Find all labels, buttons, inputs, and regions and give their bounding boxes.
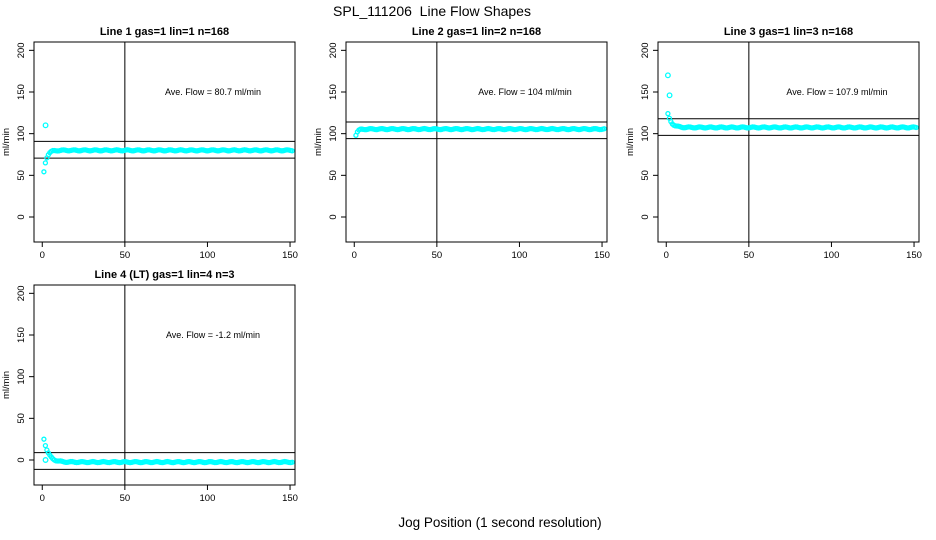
flow-data-point xyxy=(41,169,47,175)
average-flow-annotation: Ave. Flow = -1.2 ml/min xyxy=(166,330,260,340)
x-tick-label: 0 xyxy=(40,493,45,504)
average-flow-annotation: Ave. Flow = 107.9 ml/min xyxy=(786,87,887,97)
x-tick-label: 0 xyxy=(40,250,45,261)
panel-line-3: Line 3 gas=1 lin=3 n=168 0 50 100 150 0 50 100 1… xyxy=(624,22,936,265)
y-tick-label: 50 xyxy=(328,170,339,181)
y-tick-label: 150 xyxy=(328,84,339,100)
main-title: SPL_111206 Line Flow Shapes xyxy=(333,3,531,19)
x-tick-label: 150 xyxy=(906,250,922,261)
y-tick-label: 200 xyxy=(16,285,27,301)
y-axis-label: ml/min xyxy=(625,128,636,156)
x-tick-label: 100 xyxy=(824,250,840,261)
flow-data-point xyxy=(289,459,295,465)
panel-title: Line 1 gas=1 lin=1 n=168 xyxy=(100,26,229,38)
y-tick-label: 150 xyxy=(16,327,27,343)
y-tick-label: 0 xyxy=(640,214,651,219)
panel-title: Line 2 gas=1 lin=2 n=168 xyxy=(412,26,541,38)
flow-data-point xyxy=(289,148,295,154)
x-tick-label: 50 xyxy=(744,250,755,261)
line-2-plot: Line 2 gas=1 lin=2 n=168 0 50 100 150 0 50 100 1… xyxy=(313,26,610,261)
plot-box xyxy=(345,41,608,243)
y-tick-label: 50 xyxy=(16,170,27,181)
flow-data-point xyxy=(42,160,49,166)
flow-data-point xyxy=(665,110,671,117)
y-axis-label: ml/min xyxy=(1,371,12,399)
y-tick-label: 100 xyxy=(16,369,27,385)
panel-line-4: Line 4 (LT) gas=1 lin=4 n=3 0 50 100 150 0 50 1… xyxy=(0,265,312,508)
x-tick-label: 0 xyxy=(352,250,357,261)
average-flow-annotation: Ave. Flow = 80.7 ml/min xyxy=(165,87,261,97)
average-flow-annotation: Ave. Flow = 104 ml/min xyxy=(478,87,572,97)
line-1-plot: Line 1 gas=1 lin=1 n=168 0 50 100 150 0 50 100 1… xyxy=(1,26,298,261)
x-tick-label: 150 xyxy=(282,493,298,504)
y-tick-label: 0 xyxy=(16,457,27,462)
outlier-point xyxy=(664,72,671,79)
flow-data-point xyxy=(913,124,919,131)
x-axis-outer-label: Jog Position (1 second resolution) xyxy=(398,515,602,530)
x-tick-label: 50 xyxy=(432,250,443,261)
flow-data-point xyxy=(601,126,607,132)
y-tick-label: 100 xyxy=(328,126,339,142)
y-tick-label: 0 xyxy=(328,214,339,219)
plot-box xyxy=(33,284,296,486)
plot-box xyxy=(657,41,920,243)
panel-line-2: Line 2 gas=1 lin=2 n=168 0 50 100 150 0 50 100 1… xyxy=(312,22,624,265)
outlier-point xyxy=(42,122,49,129)
line-3-plot: Line 3 gas=1 lin=3 n=168 0 50 100 150 0 50 100 1… xyxy=(625,26,922,261)
x-tick-label: 100 xyxy=(512,250,528,261)
y-axis-label: ml/min xyxy=(1,128,12,156)
y-axis-label: ml/min xyxy=(313,128,324,156)
y-tick-label: 150 xyxy=(640,84,651,100)
x-tick-label: 150 xyxy=(594,250,610,261)
y-tick-label: 200 xyxy=(640,42,651,58)
outlier-point xyxy=(666,92,673,99)
y-tick-label: 100 xyxy=(640,126,651,142)
panel-title: Line 3 gas=1 lin=3 n=168 xyxy=(724,26,853,38)
x-tick-label: 50 xyxy=(120,493,131,504)
outlier-point xyxy=(42,457,49,463)
plot-box xyxy=(33,41,296,243)
line-4-plot: Line 4 (LT) gas=1 lin=4 n=3 0 50 100 150 0 50 1… xyxy=(1,269,298,504)
x-tick-label: 50 xyxy=(120,250,131,261)
y-tick-label: 150 xyxy=(16,84,27,100)
x-tick-label: 150 xyxy=(282,250,298,261)
x-tick-label: 100 xyxy=(200,493,216,504)
panel-line-1: Line 1 gas=1 lin=1 n=168 0 50 100 150 0 50 100 1… xyxy=(0,22,312,265)
flow-data-point xyxy=(41,436,47,442)
y-tick-label: 200 xyxy=(16,42,27,58)
x-tick-label: 0 xyxy=(664,250,669,261)
x-tick-label: 100 xyxy=(200,250,216,261)
y-tick-label: 0 xyxy=(16,214,27,219)
y-tick-label: 50 xyxy=(16,413,27,424)
flow-data-point xyxy=(42,442,49,449)
y-tick-label: 100 xyxy=(16,126,27,142)
panel-title: Line 4 (LT) gas=1 lin=4 n=3 xyxy=(94,269,234,281)
y-tick-label: 50 xyxy=(640,170,651,181)
y-tick-label: 200 xyxy=(328,42,339,58)
